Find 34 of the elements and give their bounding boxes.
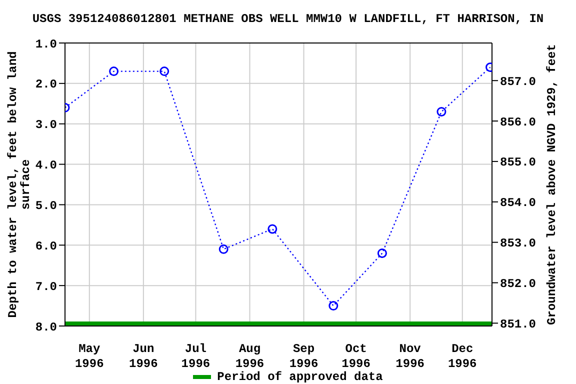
point — [268, 224, 278, 234]
x-tick-label: Nov 1996 — [396, 342, 424, 371]
chart-title: USGS 395124086012801 METHANE OBS WELL MMW10 W LANDFILL, FT HARRISON, IN — [31, 12, 545, 26]
x-tick-label: Jun 1996 — [129, 342, 158, 371]
y-tick-label: 8.0 — [35, 320, 57, 334]
point — [436, 106, 446, 116]
point — [218, 244, 228, 254]
y-tick-label: 5.0 — [35, 198, 57, 213]
y-tick-label: 1.0 — [35, 37, 57, 52]
y-tick-label: 7.0 — [35, 280, 57, 294]
y-tick-label: 3.0 — [35, 118, 57, 132]
y2-axis-title: Groundwater level above NGVD 1929, feet — [545, 44, 559, 325]
y-tick-label: 6.0 — [35, 239, 57, 254]
x-tick-label: Aug 1996 — [235, 342, 264, 371]
y2-tick-label: 851.0 — [500, 317, 536, 332]
x-tick-label: Dec 1996 — [448, 342, 477, 371]
point — [109, 66, 119, 76]
x-tick-label: Oct 1996 — [342, 342, 370, 371]
y2-tick-label: 852.0 — [500, 277, 536, 291]
legend-label: Period of approved data — [216, 370, 383, 384]
point — [160, 66, 170, 76]
y2-tick-label: 855.0 — [500, 156, 536, 170]
x-tick-label: Sep 1996 — [289, 342, 318, 371]
y-axis-title: Depth to water level, feet below land surface — [6, 51, 33, 318]
y-tick-label: 2.0 — [35, 78, 57, 92]
y2-tick-label: 856.0 — [500, 115, 536, 130]
y2-tick-label: 857.0 — [500, 74, 536, 89]
x-tick-label: May 1996 — [74, 342, 104, 371]
point — [377, 248, 387, 258]
x-tick-label: Jul 1996 — [181, 342, 210, 371]
y2-tick-label: 853.0 — [500, 236, 536, 251]
y-tick-label: 4.0 — [35, 158, 57, 173]
point — [328, 301, 338, 311]
y2-tick-label: 854.0 — [500, 196, 536, 210]
